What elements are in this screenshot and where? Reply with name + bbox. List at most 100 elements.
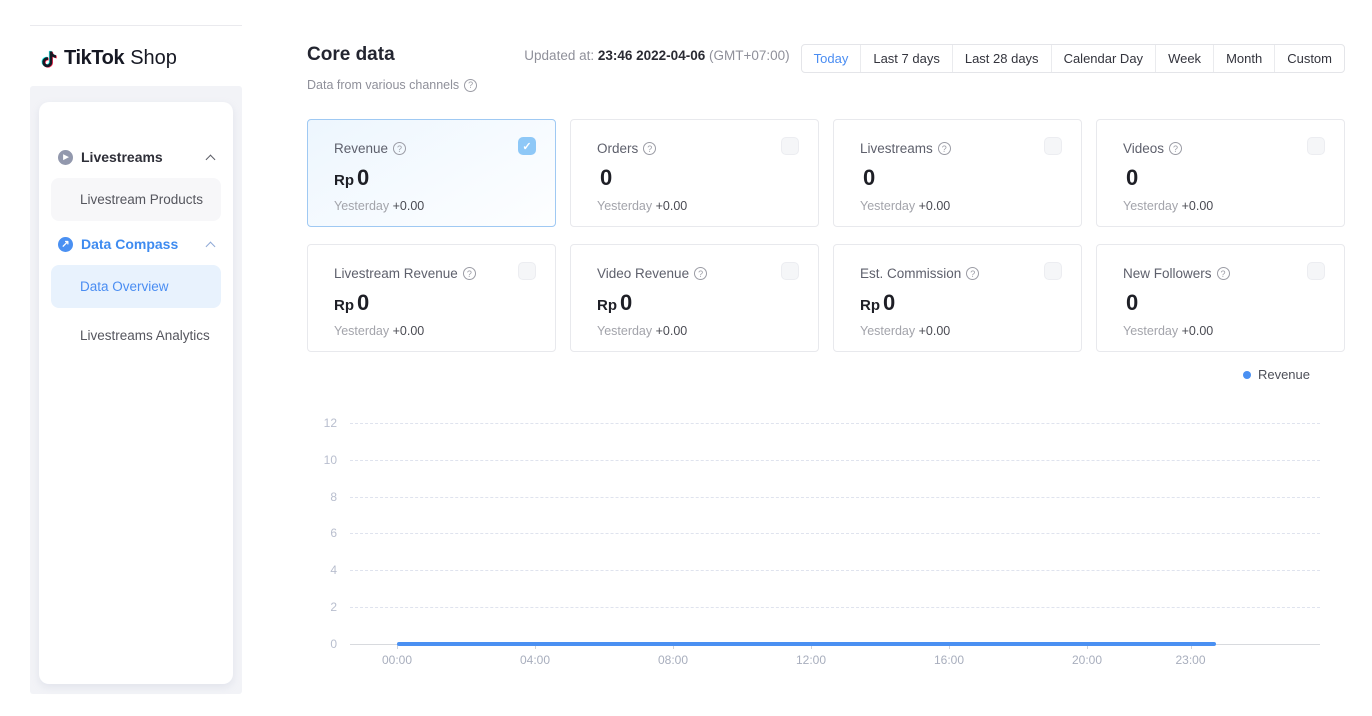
metric-number: 0 bbox=[1126, 165, 1138, 190]
metric-head: Est. Commission? bbox=[860, 266, 1063, 281]
delta-value: +0.00 bbox=[919, 199, 951, 213]
metric-label: Revenue bbox=[334, 141, 388, 156]
help-icon[interactable]: ? bbox=[694, 267, 707, 280]
help-icon[interactable]: ? bbox=[463, 267, 476, 280]
x-axis-label: 23:00 bbox=[1161, 653, 1221, 667]
metric-number: 0 bbox=[863, 165, 875, 190]
range-tab-week[interactable]: Week bbox=[1155, 45, 1213, 72]
yesterday-label: Yesterday bbox=[597, 199, 656, 213]
range-tab-today[interactable]: Today bbox=[802, 45, 861, 72]
metric-head: Video Revenue? bbox=[597, 266, 800, 281]
y-axis-label: 2 bbox=[307, 600, 337, 614]
delta-value: +0.00 bbox=[393, 199, 425, 213]
metric-card-est-commission[interactable]: Est. Commission?Rp0Yesterday +0.00 bbox=[833, 244, 1082, 352]
metric-label: Est. Commission bbox=[860, 266, 961, 281]
x-axis-label: 00:00 bbox=[367, 653, 427, 667]
metric-head: New Followers? bbox=[1123, 266, 1326, 281]
chevron-up-icon[interactable] bbox=[206, 154, 216, 164]
metric-value: Rp0 bbox=[597, 292, 800, 314]
range-tab-calendar-day[interactable]: Calendar Day bbox=[1051, 45, 1156, 72]
metric-card-videos[interactable]: Videos?0Yesterday +0.00 bbox=[1096, 119, 1345, 227]
sidebar-item-data-compass[interactable]: ↗ Data Compass bbox=[51, 229, 221, 259]
title-block: Core data Data from various channels ? bbox=[307, 44, 477, 92]
metric-value: 0 bbox=[597, 167, 800, 189]
metric-checkbox[interactable]: ✓ bbox=[518, 137, 536, 155]
currency-prefix: Rp bbox=[334, 297, 354, 314]
sidebar-item-livestreams-analytics[interactable]: Livestreams Analytics bbox=[51, 314, 221, 357]
metric-delta: Yesterday +0.00 bbox=[1123, 324, 1326, 338]
compass-icon: ↗ bbox=[58, 237, 73, 252]
delta-value: +0.00 bbox=[393, 324, 425, 338]
metric-number: 0 bbox=[357, 290, 369, 315]
metric-label: Video Revenue bbox=[597, 266, 689, 281]
metric-delta: Yesterday +0.00 bbox=[334, 324, 537, 338]
help-icon[interactable]: ? bbox=[1169, 142, 1182, 155]
metric-checkbox[interactable] bbox=[781, 262, 799, 280]
metric-card-livestreams[interactable]: Livestreams? 0 Yesterday +0.00 bbox=[833, 119, 1082, 227]
metric-delta: Yesterday +0.00 bbox=[597, 324, 800, 338]
legend-label: Revenue bbox=[1258, 367, 1310, 382]
gridline bbox=[350, 607, 1320, 608]
metric-delta: Yesterday +0.00 bbox=[860, 199, 1063, 213]
header-row: Core data Data from various channels ? U… bbox=[307, 44, 1345, 92]
metric-checkbox[interactable] bbox=[1307, 137, 1325, 155]
help-icon[interactable]: ? bbox=[393, 142, 406, 155]
y-axis-label: 8 bbox=[307, 490, 337, 504]
metric-delta: Yesterday +0.00 bbox=[597, 199, 800, 213]
logo-tiktok-text: TikTok bbox=[64, 47, 124, 70]
sidebar: TikTok Shop ▶ Livestreams Livestream Pro… bbox=[30, 25, 242, 716]
range-tab-last-7-days[interactable]: Last 7 days bbox=[860, 45, 952, 72]
metric-value: 0 bbox=[860, 167, 1063, 189]
currency-prefix: Rp bbox=[334, 172, 354, 189]
live-icon: ▶ bbox=[58, 150, 73, 165]
metric-delta: Yesterday +0.00 bbox=[1123, 199, 1326, 213]
x-axis-label: 16:00 bbox=[919, 653, 979, 667]
revenue-series-line bbox=[397, 642, 1216, 646]
yesterday-label: Yesterday bbox=[334, 199, 393, 213]
metric-cards-grid: Revenue?✓Rp0Yesterday +0.00Orders?0Yeste… bbox=[307, 119, 1345, 352]
metric-label: Orders bbox=[597, 141, 638, 156]
yesterday-label: Yesterday bbox=[1123, 199, 1182, 213]
metric-checkbox[interactable] bbox=[1044, 262, 1062, 280]
metric-number: 0 bbox=[357, 165, 369, 190]
metric-card-livestream-revenue[interactable]: Livestream Revenue?Rp0Yesterday +0.00 bbox=[307, 244, 556, 352]
sidebar-item-data-overview[interactable]: Data Overview bbox=[51, 265, 221, 308]
range-tab-custom[interactable]: Custom bbox=[1274, 45, 1344, 72]
range-tab-month[interactable]: Month bbox=[1213, 45, 1274, 72]
sidebar-menu-card: ▶ Livestreams Livestream Products ↗ Data… bbox=[39, 102, 233, 684]
help-icon[interactable]: ? bbox=[966, 267, 979, 280]
subtitle-text: Data from various channels bbox=[307, 78, 459, 92]
gridline bbox=[350, 497, 1320, 498]
x-axis-label: 08:00 bbox=[643, 653, 703, 667]
range-tab-last-28-days[interactable]: Last 28 days bbox=[952, 45, 1051, 72]
metric-head: Revenue? bbox=[334, 141, 537, 156]
metric-card-new-followers[interactable]: New Followers?0Yesterday +0.00 bbox=[1096, 244, 1345, 352]
metric-label: Livestreams bbox=[860, 141, 933, 156]
updated-at: Updated at: 23:46 2022-04-06 (GMT+07:00) bbox=[524, 48, 800, 63]
tiktok-note-icon bbox=[39, 48, 58, 69]
metric-checkbox[interactable] bbox=[1307, 262, 1325, 280]
metric-card-orders[interactable]: Orders? 0 Yesterday +0.00 bbox=[570, 119, 819, 227]
help-icon[interactable]: ? bbox=[464, 79, 477, 92]
metric-card-video-revenue[interactable]: Video Revenue? Rp0 Yesterday +0.00 bbox=[570, 244, 819, 352]
sidebar-item-livestream-products[interactable]: Livestream Products bbox=[51, 178, 221, 221]
updated-timezone: (GMT+07:00) bbox=[709, 48, 790, 63]
gridline bbox=[350, 533, 1320, 534]
metric-checkbox[interactable] bbox=[781, 137, 799, 155]
x-axis-label: 20:00 bbox=[1057, 653, 1117, 667]
chevron-up-icon[interactable] bbox=[206, 241, 216, 251]
metric-value: 0 bbox=[1123, 167, 1326, 189]
metric-checkbox[interactable] bbox=[1044, 137, 1062, 155]
chart-legend[interactable]: Revenue bbox=[307, 367, 1345, 382]
yesterday-label: Yesterday bbox=[597, 324, 656, 338]
metric-checkbox[interactable] bbox=[518, 262, 536, 280]
help-icon[interactable]: ? bbox=[1217, 267, 1230, 280]
y-axis-label: 10 bbox=[307, 453, 337, 467]
sidebar-item-livestreams[interactable]: ▶ Livestreams bbox=[51, 142, 221, 172]
page-title: Core data bbox=[307, 44, 477, 66]
help-icon[interactable]: ? bbox=[938, 142, 951, 155]
metric-label: New Followers bbox=[1123, 266, 1212, 281]
help-icon[interactable]: ? bbox=[643, 142, 656, 155]
metric-card-revenue[interactable]: Revenue?✓Rp0Yesterday +0.00 bbox=[307, 119, 556, 227]
metric-number: 0 bbox=[883, 290, 895, 315]
